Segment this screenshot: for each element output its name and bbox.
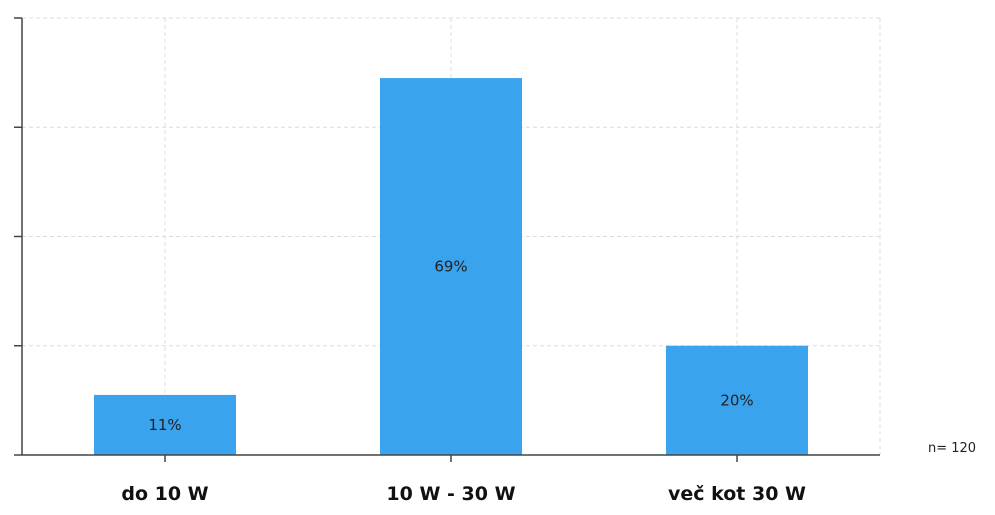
- bar: [666, 345, 808, 455]
- data-label: 69%: [434, 258, 467, 276]
- bar-layer: [94, 78, 808, 456]
- x-tick-label: 10 W - 30 W: [386, 483, 515, 505]
- sample-size-note: n= 120: [928, 441, 977, 456]
- x-tick-label: do 10 W: [121, 483, 208, 505]
- x-tick-label: več kot 30 W: [668, 483, 806, 505]
- data-label: 20%: [720, 391, 753, 409]
- bar: [380, 78, 522, 456]
- axis-layer: [14, 17, 880, 462]
- bar: [94, 394, 236, 455]
- label-layer: do 10 W 11% 10 W - 30 W 69% več kot 30 W 20%: [121, 258, 806, 505]
- data-label: 11%: [148, 416, 181, 434]
